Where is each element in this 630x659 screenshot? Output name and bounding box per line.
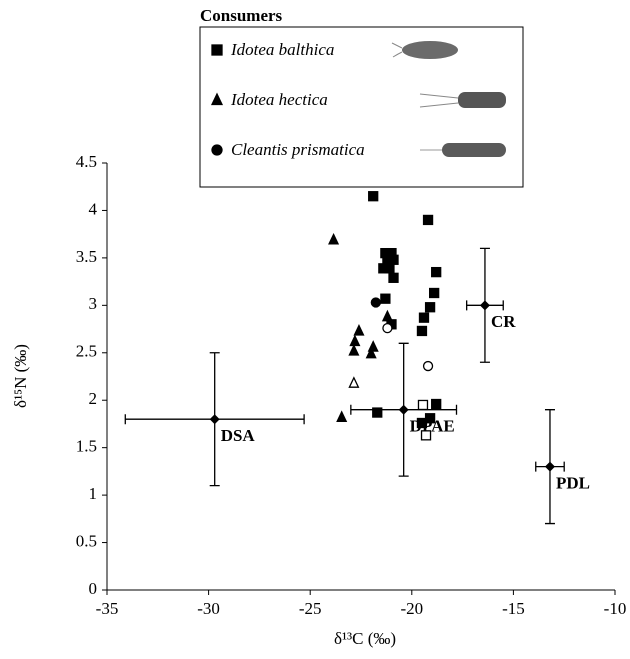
square-marker (431, 398, 442, 410)
y-axis-label: δ¹⁵N (‰) (11, 344, 30, 408)
square-marker (417, 399, 429, 411)
y-tick-label: 1.5 (76, 437, 97, 456)
square-marker (422, 214, 434, 226)
square-marker (424, 413, 436, 424)
triangle-marker (348, 376, 360, 388)
triangle-marker (365, 346, 377, 359)
legend-label: Idotea hectica (230, 90, 328, 109)
y-tick-label: 0 (89, 579, 98, 598)
legend-label: Cleantis prismatica (231, 140, 365, 159)
square-marker (368, 191, 379, 202)
triangle-marker (353, 324, 365, 336)
square-marker (388, 254, 399, 265)
y-tick-label: 2 (89, 389, 98, 408)
square-marker (429, 287, 440, 299)
source-marker (479, 300, 490, 311)
legend-title: Consumers (200, 6, 283, 25)
triangle-marker (336, 410, 348, 423)
x-tick-label: -30 (197, 599, 220, 618)
y-tick-label: 3.5 (76, 247, 97, 266)
source-label: DSA (221, 426, 256, 445)
source-marker (398, 404, 409, 415)
square-marker (431, 266, 442, 278)
square-marker (416, 325, 428, 337)
circle-marker (422, 360, 434, 372)
isopod-image (402, 41, 458, 59)
legend-marker (210, 92, 224, 106)
antenna (419, 93, 459, 108)
square-marker (384, 263, 395, 274)
x-tick-label: -25 (299, 599, 322, 618)
x-axis-label: δ¹³C (‰) (334, 629, 396, 648)
antenna (391, 42, 403, 58)
source-marker (544, 461, 555, 472)
y-tick-label: 4.5 (76, 152, 97, 171)
square-marker (424, 302, 436, 313)
source-label: PDL (556, 474, 590, 493)
y-tick-label: 2.5 (76, 342, 97, 361)
triangle-marker (381, 309, 393, 322)
legend-marker (211, 144, 223, 156)
source-label: DPAE (410, 417, 455, 436)
y-tick-label: 4 (89, 199, 98, 218)
triangle-marker (328, 232, 340, 245)
legend-marker (211, 44, 223, 56)
square-marker (420, 430, 432, 441)
y-tick-label: 0.5 (76, 531, 97, 550)
source-label: CR (491, 312, 516, 331)
circle-marker (370, 297, 381, 308)
square-marker (372, 407, 383, 418)
isopod-image (458, 92, 506, 108)
square-marker (380, 293, 391, 304)
x-tick-label: -15 (502, 599, 525, 618)
legend-label: Idotea balthica (230, 40, 334, 59)
isopod-image (442, 143, 506, 157)
y-tick-label: 1 (89, 484, 98, 503)
x-tick-label: -10 (604, 599, 627, 618)
square-marker (388, 272, 399, 283)
triangle-marker (348, 343, 360, 356)
y-tick-label: 3 (89, 294, 98, 313)
x-tick-label: -35 (96, 599, 119, 618)
x-tick-label: -20 (400, 599, 423, 618)
square-marker (418, 312, 430, 323)
triangle-marker (349, 334, 361, 347)
legend-box (199, 26, 524, 188)
circle-marker (382, 322, 393, 334)
source-marker (209, 414, 220, 425)
legend-images (391, 41, 506, 157)
